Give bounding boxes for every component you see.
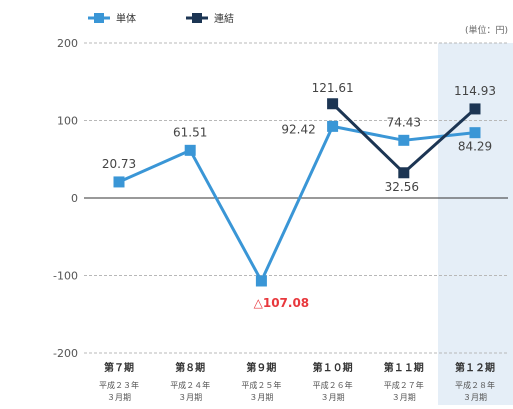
data-point bbox=[398, 167, 409, 178]
x-tick-period: 第９期 bbox=[246, 361, 276, 374]
data-label: 32.56 bbox=[385, 180, 419, 194]
x-tick-era: 平成２４年 bbox=[170, 380, 210, 390]
data-point bbox=[256, 275, 267, 286]
unit-label: (単位：円) bbox=[465, 24, 508, 36]
x-tick-month: ３月期 bbox=[463, 393, 487, 402]
x-tick-period: 第１１期 bbox=[384, 361, 424, 374]
x-tick-era: 平成２５年 bbox=[241, 380, 281, 390]
legend-label: 単体 bbox=[116, 12, 136, 25]
data-label: 74.43 bbox=[387, 115, 421, 129]
data-point bbox=[327, 121, 338, 132]
x-tick-period: 第８期 bbox=[175, 361, 205, 374]
data-label: 61.51 bbox=[173, 125, 207, 139]
legend-label: 連結 bbox=[214, 12, 234, 25]
data-point bbox=[398, 135, 409, 146]
data-label: 114.93 bbox=[454, 84, 496, 98]
x-tick-period: 第１０期 bbox=[313, 361, 353, 374]
x-tick-period: 第１２期 bbox=[455, 361, 495, 374]
x-tick-era: 平成２７年 bbox=[384, 380, 424, 390]
y-tick-label: 100 bbox=[57, 115, 78, 128]
x-tick-era: 平成２８年 bbox=[455, 380, 495, 390]
series-line-tantai bbox=[119, 126, 475, 281]
x-tick-month: ３月期 bbox=[249, 393, 273, 402]
data-label: 20.73 bbox=[102, 157, 136, 171]
x-tick-month: ３月期 bbox=[321, 393, 345, 402]
x-tick-era: 平成２３年 bbox=[99, 380, 139, 390]
legend-swatch-marker bbox=[192, 13, 202, 23]
data-point bbox=[185, 145, 196, 156]
data-point bbox=[470, 103, 481, 114]
data-label: 84.29 bbox=[458, 140, 492, 154]
x-tick-month: ３月期 bbox=[178, 393, 202, 402]
x-tick-period: 第７期 bbox=[104, 361, 134, 374]
data-label: 121.61 bbox=[312, 81, 354, 95]
legend-swatch-marker bbox=[94, 13, 104, 23]
y-tick-label: -200 bbox=[53, 347, 78, 360]
data-point bbox=[327, 98, 338, 109]
y-tick-label: 0 bbox=[71, 192, 78, 205]
x-tick-month: ３月期 bbox=[107, 393, 131, 402]
data-label: 92.42 bbox=[281, 122, 315, 136]
y-tick-label: -100 bbox=[53, 270, 78, 283]
x-tick-era: 平成２６年 bbox=[313, 380, 353, 390]
y-tick-label: 200 bbox=[57, 37, 78, 50]
x-tick-month: ３月期 bbox=[392, 393, 416, 402]
data-label: △107.08 bbox=[254, 296, 310, 310]
data-point bbox=[470, 127, 481, 138]
data-point bbox=[114, 176, 125, 187]
